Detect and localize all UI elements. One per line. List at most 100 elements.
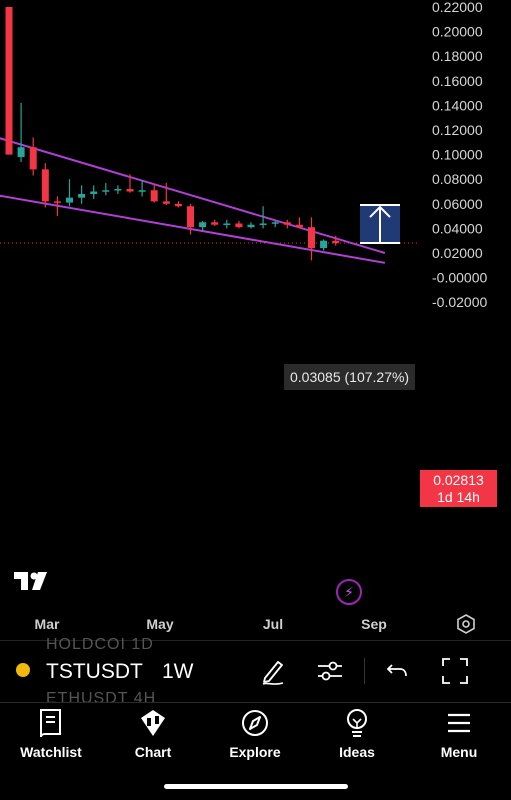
candle-body (53, 201, 61, 203)
trendline-1 (0, 137, 386, 254)
symbol-button[interactable]: TSTUSDT (46, 660, 143, 683)
lightbulb-icon (347, 709, 367, 737)
x-tick-sep: Sep (361, 616, 387, 632)
candle-body (162, 201, 170, 204)
nav-label-menu: Menu (440, 744, 478, 760)
y-tick-label: 0.22000 (432, 0, 483, 15)
candle (102, 182, 110, 196)
fullscreen-icon[interactable] (440, 656, 470, 686)
candle (283, 219, 291, 229)
candle-body (247, 224, 255, 228)
y-tick-label: 0.10000 (432, 147, 483, 163)
candle (320, 239, 328, 251)
candle-body (102, 190, 110, 192)
y-tick-label: 0.02000 (432, 245, 483, 261)
candle-body (223, 223, 231, 225)
candle-body (29, 147, 37, 170)
nav-ideas[interactable]: Ideas (307, 704, 407, 760)
candle (308, 217, 315, 261)
y-tick-label: 0.04000 (432, 220, 483, 236)
y-tick-label: 0.06000 (432, 196, 483, 212)
nav-explore[interactable]: Explore (205, 704, 305, 760)
indicators-icon[interactable] (315, 656, 345, 686)
candle-body (187, 206, 194, 228)
candle-body (5, 7, 13, 155)
toolbar-separator (364, 658, 365, 684)
lightning-icon[interactable]: ⚡ (336, 579, 362, 605)
hamburger-icon (448, 713, 470, 733)
pen-icon[interactable] (258, 656, 288, 686)
interval-button[interactable]: 1W (162, 660, 194, 683)
coin-icon (16, 663, 30, 677)
candles-icon (141, 710, 165, 736)
candle (138, 180, 146, 197)
candle-body (320, 240, 328, 249)
candle (78, 185, 86, 204)
home-indicator (164, 784, 348, 789)
candle-body (174, 203, 182, 207)
candle (247, 222, 255, 229)
x-tick-jul: Jul (262, 616, 284, 632)
nav-label-watchlist: Watchlist (20, 744, 82, 760)
candle-body (271, 222, 279, 224)
candle-body (308, 227, 315, 249)
candle (235, 221, 243, 229)
candle (53, 196, 61, 217)
candle-body (90, 191, 98, 194)
candle-body (283, 222, 291, 225)
y-tick-label: -0.00000 (432, 270, 487, 286)
candle (211, 219, 219, 226)
nav-label-ideas: Ideas (339, 744, 375, 760)
candle-body (295, 224, 303, 228)
candle (41, 163, 49, 208)
chart-area[interactable]: 0.22000 0.20000 0.18000 0.16000 0.14000 0.120… (0, 0, 511, 612)
y-tick-label: 0.08000 (432, 171, 483, 187)
x-tick-mar: Mar (34, 616, 60, 632)
candle-body (211, 222, 219, 225)
y-tick-label: 0.14000 (432, 97, 483, 113)
candle (29, 137, 37, 176)
current-price-badge: 0.02813 1d 14h (420, 470, 497, 507)
candle-body (138, 190, 146, 192)
nav-watchlist[interactable]: Watchlist (1, 704, 101, 760)
candle-body (235, 223, 243, 228)
candle (187, 203, 194, 235)
measure-label: 0.03085 (107.27%) (284, 364, 416, 390)
candle (332, 235, 340, 246)
y-tick-label: 0.16000 (432, 73, 483, 89)
nav-chart[interactable]: Chart (103, 704, 203, 760)
candle (5, 7, 13, 155)
candle (162, 182, 170, 206)
candle (199, 221, 207, 231)
candle (114, 185, 122, 194)
y-tick-label: -0.02000 (432, 294, 487, 310)
compass-icon (242, 710, 268, 736)
candle (66, 179, 73, 207)
nav-menu[interactable]: Menu (409, 704, 509, 760)
candle (126, 174, 134, 193)
y-tick-label: 0.20000 (432, 24, 483, 40)
y-tick-label: 0.18000 (432, 48, 483, 64)
candle (90, 185, 98, 199)
bar-countdown: 1d 14h (437, 489, 480, 505)
candlestick-chart[interactable]: 0.22000 0.20000 0.18000 0.16000 0.14000 0.120… (0, 0, 511, 612)
candle (259, 206, 267, 229)
candle (223, 219, 231, 229)
x-tick-may: May (146, 616, 174, 632)
candle (271, 221, 279, 228)
gear-icon[interactable] (456, 614, 476, 634)
candle-body (259, 223, 267, 225)
candle (174, 201, 182, 208)
candle-body (17, 147, 25, 158)
candle-body (332, 240, 340, 244)
nav-label-chart: Chart (134, 744, 172, 760)
current-price: 0.02813 (433, 472, 484, 488)
candle-body (150, 190, 158, 202)
y-tick-label: 0.12000 (432, 122, 483, 138)
tradingview-logo-icon (14, 572, 47, 590)
undo-icon[interactable] (383, 656, 413, 686)
ghost-symbol-top: HOLDCOI 1D (46, 636, 154, 653)
candle (295, 217, 303, 229)
candle-body (66, 197, 73, 203)
book-icon (40, 709, 61, 738)
